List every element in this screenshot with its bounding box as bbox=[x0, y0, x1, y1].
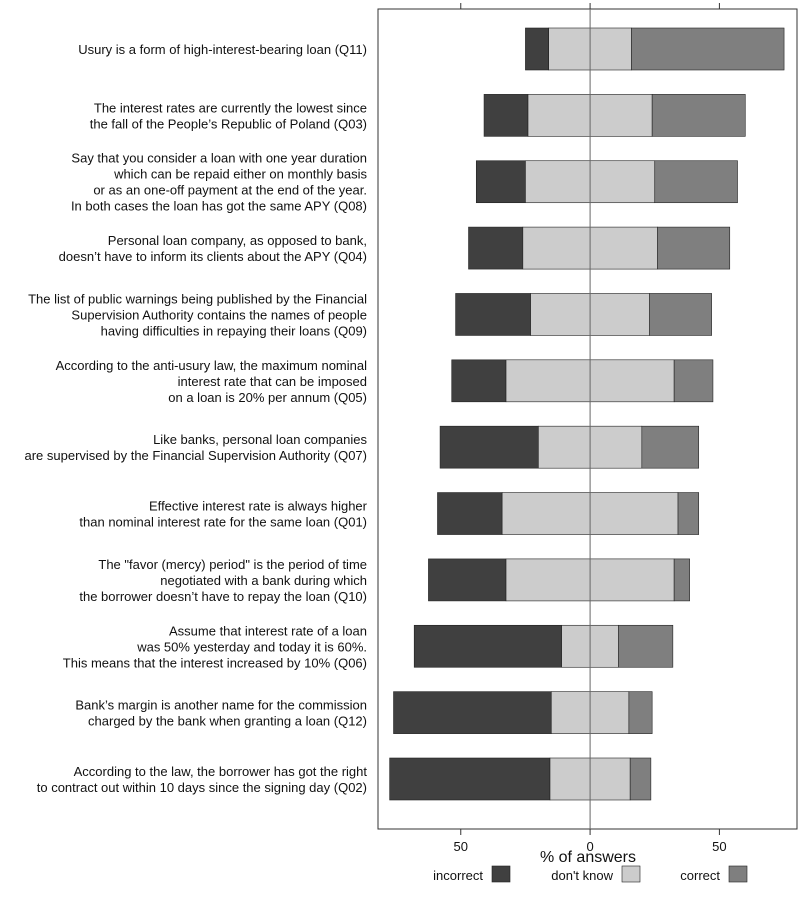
category-label-line: was 50% yesterday and today it is 60%. bbox=[136, 639, 367, 654]
category-label-line: interest rate that can be imposed bbox=[178, 374, 367, 389]
category-label-line: Effective interest rate is always higher bbox=[149, 499, 368, 514]
category-label-line: Say that you consider a loan with one ye… bbox=[71, 151, 367, 166]
bar-correct bbox=[677, 492, 700, 535]
x-tick-label: 0 bbox=[586, 839, 593, 854]
category-label-line: The "favor (mercy) period" is the period… bbox=[98, 557, 367, 572]
x-tick-label: 50 bbox=[454, 839, 468, 854]
category-label: The list of public warnings being publis… bbox=[28, 291, 367, 338]
category-label: Bank’s margin is another name for the co… bbox=[75, 698, 367, 729]
category-label-line: Personal loan company, as opposed to ban… bbox=[108, 233, 367, 248]
category-label-line: having difficulties in repaying their lo… bbox=[101, 323, 367, 338]
category-label-line: Like banks, personal loan companies bbox=[153, 432, 367, 447]
bar-incorrect bbox=[413, 624, 562, 668]
category-label-line: doesn’t have to inform its clients about… bbox=[59, 249, 367, 264]
bar-correct bbox=[631, 27, 785, 71]
legend: incorrect don't know correct bbox=[433, 865, 748, 883]
category-label: The "favor (mercy) period" is the period… bbox=[79, 557, 367, 604]
category-label-line: Assume that interest rate of a loan bbox=[169, 623, 367, 638]
bar-correct bbox=[651, 94, 746, 137]
legend-swatch bbox=[491, 865, 511, 883]
bar-correct bbox=[673, 558, 690, 602]
bar-incorrect bbox=[393, 691, 552, 734]
legend-label: incorrect bbox=[433, 868, 483, 883]
category-label: According to the law, the borrower has g… bbox=[37, 764, 368, 795]
category-label-line: are supervised by the Financial Supervis… bbox=[24, 448, 367, 463]
bar-correct bbox=[654, 160, 738, 204]
bar-incorrect bbox=[455, 293, 531, 336]
category-label-line: or as an one-off payment at the end of t… bbox=[93, 183, 367, 198]
category-label-line: Bank’s margin is another name for the co… bbox=[75, 698, 367, 713]
category-label: Say that you consider a loan with one ye… bbox=[71, 151, 368, 214]
category-label-line: negotiated with a bank during which bbox=[160, 573, 367, 588]
category-label-line: Supervision Authority contains the names… bbox=[71, 307, 367, 322]
category-labels: Usury is a form of high-interest-bearing… bbox=[24, 42, 367, 795]
category-label-line: the fall of the People’s Republic of Pol… bbox=[90, 116, 367, 131]
category-label-line: on a loan is 20% per annum (Q05) bbox=[168, 390, 367, 405]
category-label-line: According to the anti-usury law, the max… bbox=[56, 358, 368, 373]
legend-label: correct bbox=[680, 868, 720, 883]
bars-layer bbox=[389, 27, 785, 801]
bar-incorrect bbox=[428, 558, 507, 602]
x-axis: 50 0 50 bbox=[454, 3, 727, 854]
category-label-line: The interest rates are currently the low… bbox=[94, 100, 367, 115]
category-label-line: the borrower doesn’t have to repay the l… bbox=[79, 589, 367, 604]
category-label-line: than nominal interest rate for the same … bbox=[79, 515, 367, 530]
category-label-line: According to the law, the borrower has g… bbox=[74, 764, 368, 779]
category-label-line: to contract out within 10 days since the… bbox=[37, 780, 367, 795]
bar-incorrect bbox=[451, 359, 507, 403]
category-label-line: charged by the bank when granting a loan… bbox=[88, 714, 367, 729]
bar-correct bbox=[641, 425, 700, 469]
bar-incorrect bbox=[468, 226, 524, 270]
bar-incorrect bbox=[439, 425, 539, 469]
plot-frame bbox=[377, 8, 798, 830]
bar-incorrect bbox=[389, 757, 551, 801]
bar-correct bbox=[628, 691, 653, 734]
bar-correct bbox=[673, 359, 714, 403]
legend-swatch bbox=[728, 865, 748, 883]
bar-correct bbox=[618, 624, 674, 668]
category-label: Assume that interest rate of a loan was 5… bbox=[63, 623, 367, 670]
bar-incorrect bbox=[483, 94, 529, 137]
bar-correct bbox=[657, 226, 731, 270]
legend-swatch bbox=[621, 865, 641, 883]
x-tick-label: 50 bbox=[712, 839, 726, 854]
x-axis-title: % of answers bbox=[540, 849, 636, 866]
category-label-line: The list of public warnings being publis… bbox=[28, 291, 367, 306]
bar-incorrect bbox=[475, 160, 526, 204]
legend-label: don't know bbox=[551, 868, 613, 883]
bar-correct bbox=[649, 293, 712, 336]
category-label: The interest rates are currently the low… bbox=[90, 100, 367, 131]
category-label-line: In both cases the loan has got the same … bbox=[71, 199, 367, 214]
category-label: According to the anti-usury law, the max… bbox=[56, 358, 368, 405]
bar-incorrect bbox=[525, 27, 550, 71]
category-label: Usury is a form of high-interest-bearing… bbox=[78, 42, 367, 57]
bar-incorrect bbox=[437, 492, 503, 535]
category-label-line: Usury is a form of high-interest-bearing… bbox=[78, 42, 367, 57]
category-label-line: This means that the interest increased b… bbox=[63, 655, 367, 670]
bar-correct bbox=[629, 757, 652, 801]
category-label: Like banks, personal loan companies are s… bbox=[24, 432, 367, 463]
category-label-line: which can be repaid either on monthly ba… bbox=[113, 167, 367, 182]
category-label: Personal loan company, as opposed to ban… bbox=[59, 233, 367, 264]
category-label: Effective interest rate is always higher… bbox=[79, 499, 367, 530]
